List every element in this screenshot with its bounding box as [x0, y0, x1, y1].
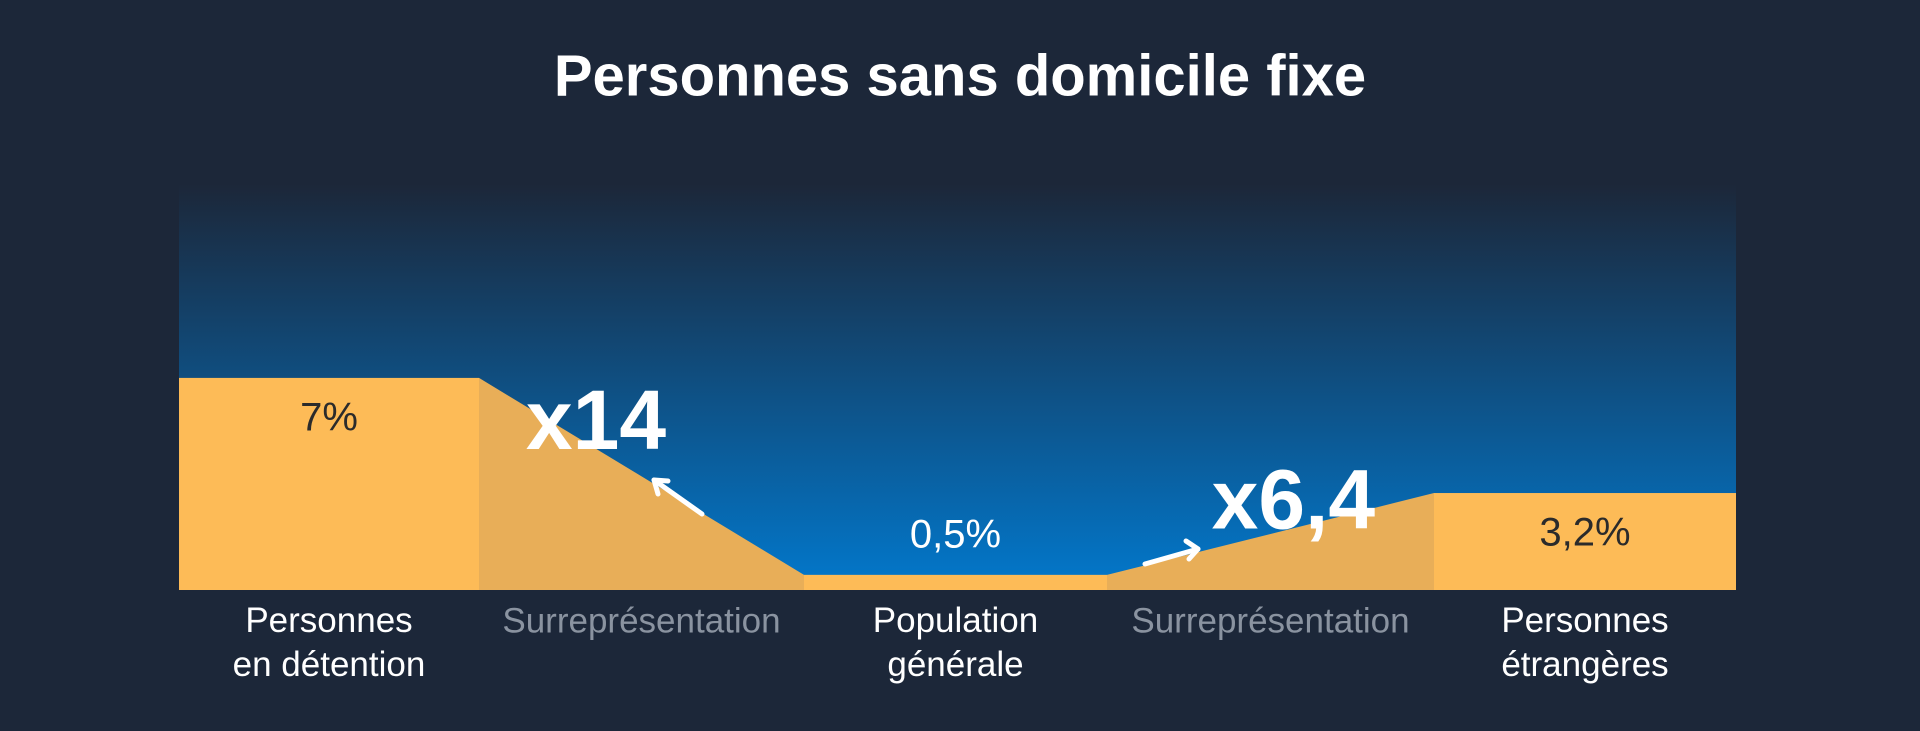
- comparison-label: Surreprésentation: [1131, 601, 1409, 640]
- arrow: [651, 477, 705, 517]
- category-line: Population: [873, 601, 1038, 640]
- comparison-label: Surreprésentation: [502, 601, 780, 640]
- ratio-label: x6,4: [1212, 452, 1376, 546]
- value-label: 7%: [300, 395, 358, 439]
- arrow-head: [651, 477, 671, 497]
- transition-area: [479, 377, 804, 590]
- value-label: 3,2%: [1539, 511, 1630, 555]
- category-line: Personnes: [245, 601, 412, 640]
- marks: Surreprésentation x14 Surreprésentation x6,…: [179, 373, 1736, 684]
- category-line: étrangères: [1501, 645, 1668, 684]
- ratio-label: x14: [526, 373, 666, 467]
- category-line: Personnes: [1501, 601, 1668, 640]
- arrow-head: [1183, 538, 1201, 562]
- category-label: Personnes en détention: [233, 601, 426, 684]
- value-label: 0,5%: [910, 512, 1001, 556]
- category-line: générale: [887, 645, 1023, 684]
- bar: [1434, 493, 1736, 590]
- bar: [179, 377, 479, 590]
- transition-area: [1107, 493, 1434, 590]
- arrows: [651, 477, 1201, 567]
- bar: [804, 574, 1107, 590]
- chart-title: Personnes sans domicile fixe: [554, 43, 1366, 108]
- category-label: Population générale: [873, 601, 1038, 684]
- category-label: Personnes étrangères: [1501, 601, 1668, 684]
- category-line: en détention: [233, 645, 426, 684]
- arrow: [1142, 546, 1201, 567]
